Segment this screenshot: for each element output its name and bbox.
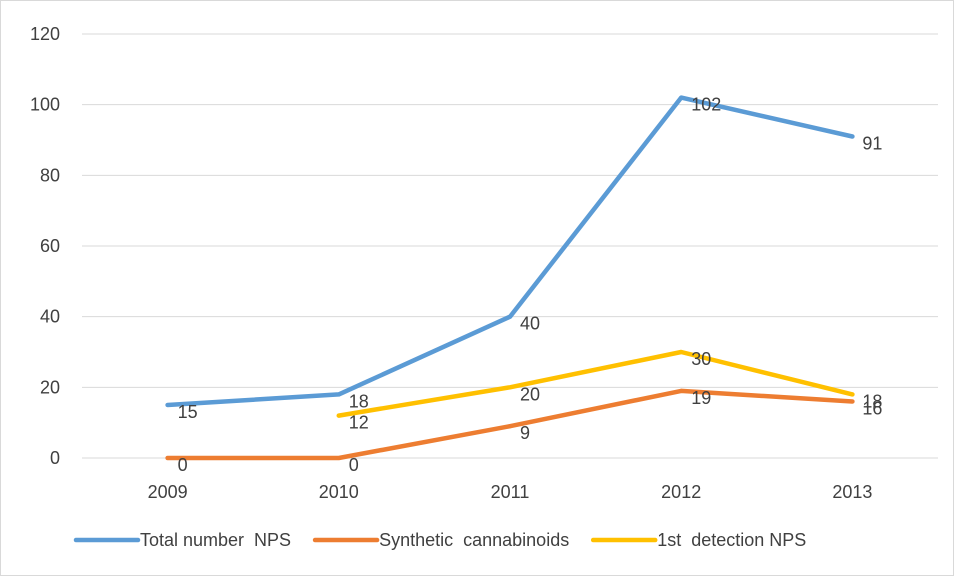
y-tick-label: 100 — [30, 95, 60, 115]
data-label: 15 — [178, 402, 198, 422]
x-tick-label: 2011 — [491, 482, 530, 502]
y-tick-label: 40 — [40, 307, 60, 327]
data-point — [508, 314, 512, 319]
data-point — [850, 134, 855, 139]
data-label: 16 — [862, 398, 882, 418]
x-tick-label: 2013 — [832, 482, 872, 502]
x-tick-label: 2010 — [319, 482, 359, 502]
data-point — [679, 388, 684, 393]
data-point — [336, 392, 341, 397]
data-point — [336, 456, 341, 460]
legend-item-0: Total number NPS — [73, 530, 291, 550]
x-axis-tick-labels: 2009 2010 2011 2012 2013 — [148, 482, 873, 502]
data-label: 40 — [520, 314, 540, 334]
data-point — [679, 95, 684, 100]
data-label: 0 — [349, 455, 359, 475]
legend-item-1: Synthetic cannabinoids — [312, 530, 569, 550]
data-label: 102 — [691, 95, 721, 115]
y-tick-label: 0 — [50, 448, 60, 468]
data-labels: 15 18 40 102 91 0 0 9 19 16 12 20 30 18 — [178, 95, 883, 475]
data-label: 30 — [691, 349, 711, 369]
data-label: 20 — [520, 384, 540, 404]
y-tick-label: 20 — [40, 377, 60, 397]
data-label: 18 — [862, 391, 882, 411]
data-point — [336, 413, 341, 418]
y-tick-label: 120 — [30, 24, 60, 44]
legend-item-2: 1st detection NPS — [590, 530, 806, 550]
data-label: 9 — [520, 423, 530, 443]
data-label: 91 — [862, 133, 882, 153]
data-label: 18 — [349, 391, 369, 411]
data-point — [165, 456, 170, 460]
series-line-2 — [336, 349, 855, 418]
data-point — [850, 399, 855, 404]
data-label: 0 — [178, 455, 188, 475]
data-label: 12 — [349, 413, 369, 433]
data-label: 19 — [691, 388, 711, 408]
y-axis-tick-labels: 0 20 40 60 80 100 120 — [30, 24, 60, 468]
data-point — [508, 385, 512, 390]
x-tick-label: 2009 — [148, 482, 188, 502]
legend-label: Total number NPS — [140, 530, 291, 550]
x-tick-label: 2012 — [661, 482, 701, 502]
y-tick-label: 60 — [40, 236, 60, 256]
legend-label: Synthetic cannabinoids — [379, 530, 569, 550]
series-lines — [165, 95, 855, 461]
legend-label: 1st detection NPS — [657, 530, 806, 550]
data-point — [165, 403, 170, 407]
legend: Total number NPS Synthetic cannabinoids 1s… — [73, 530, 806, 550]
data-point — [508, 424, 512, 429]
y-tick-label: 80 — [40, 165, 60, 185]
data-point — [679, 350, 684, 354]
data-point — [850, 392, 855, 397]
